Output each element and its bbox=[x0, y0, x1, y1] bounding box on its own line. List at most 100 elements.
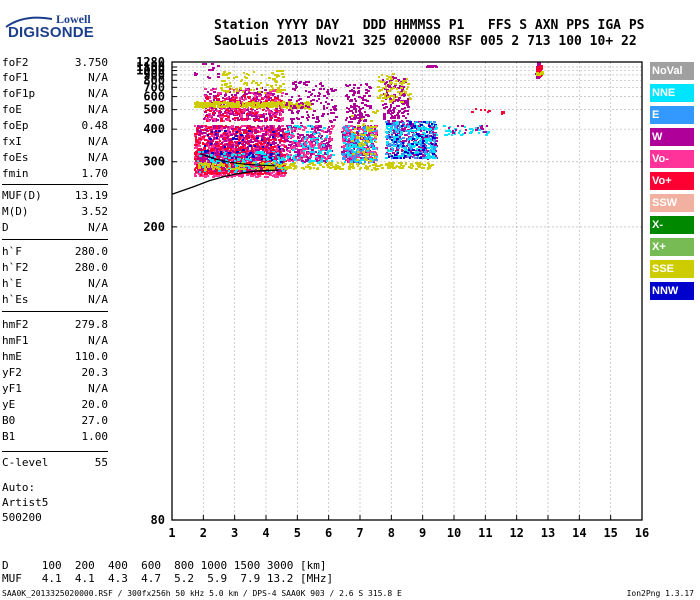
echo-point bbox=[289, 141, 292, 143]
echo-point bbox=[363, 127, 366, 129]
echo-point bbox=[326, 164, 329, 166]
echo-point bbox=[281, 102, 283, 104]
echo-point bbox=[427, 167, 430, 169]
echo-point bbox=[267, 96, 270, 98]
echo-point bbox=[279, 148, 281, 150]
echo-point bbox=[342, 134, 345, 136]
echo-point bbox=[271, 112, 274, 114]
echo-point bbox=[286, 102, 288, 104]
echo-point bbox=[248, 162, 251, 164]
echo-point bbox=[208, 127, 210, 129]
echo-point bbox=[248, 130, 251, 132]
echo-point bbox=[197, 158, 199, 160]
echo-point bbox=[229, 88, 232, 90]
echo-point bbox=[210, 133, 213, 135]
echo-point bbox=[206, 150, 209, 152]
echo-point bbox=[213, 138, 215, 140]
echo-point bbox=[308, 166, 311, 168]
echo-point bbox=[299, 81, 302, 83]
echo-point bbox=[387, 167, 390, 169]
echo-point bbox=[219, 106, 222, 108]
echo-point bbox=[302, 162, 304, 164]
echo-point bbox=[211, 148, 214, 150]
echo-point bbox=[288, 101, 291, 103]
echo-point bbox=[284, 133, 287, 135]
echo-point bbox=[255, 173, 258, 175]
echo-point bbox=[234, 94, 237, 96]
echo-point bbox=[325, 158, 328, 160]
echo-point bbox=[239, 97, 241, 99]
echo-point bbox=[264, 176, 267, 178]
echo-point bbox=[230, 171, 233, 173]
echo-point bbox=[316, 159, 318, 161]
echo-point bbox=[212, 168, 215, 170]
echo-point bbox=[359, 152, 362, 154]
echo-point bbox=[280, 109, 282, 111]
echo-point bbox=[199, 155, 202, 157]
echo-point bbox=[225, 133, 228, 135]
echo-point bbox=[230, 104, 233, 106]
echo-point bbox=[328, 126, 330, 128]
echo-point bbox=[260, 128, 263, 130]
echo-point bbox=[326, 91, 329, 93]
param-key: h`F bbox=[2, 245, 22, 258]
echo-point bbox=[280, 114, 282, 116]
echo-point bbox=[226, 86, 229, 88]
echo-point bbox=[266, 129, 268, 131]
echo-point bbox=[274, 115, 276, 117]
param-value: N/A bbox=[88, 382, 108, 395]
param-row: h`F 280.0 bbox=[2, 245, 108, 259]
autoscaling-info: Auto: Artist5 500200 bbox=[2, 480, 48, 525]
echo-point bbox=[252, 141, 254, 143]
echo-point bbox=[195, 162, 198, 164]
echo-point bbox=[205, 110, 207, 112]
echo-point bbox=[323, 145, 325, 147]
echo-point bbox=[219, 140, 221, 142]
echo-point bbox=[365, 134, 368, 136]
echo-point bbox=[198, 173, 200, 175]
echo-point bbox=[200, 106, 202, 108]
echo-point bbox=[302, 148, 305, 150]
echo-point bbox=[311, 162, 314, 164]
echo-point bbox=[245, 147, 248, 149]
echo-point bbox=[296, 105, 299, 107]
echo-point bbox=[315, 140, 318, 142]
echo-point bbox=[220, 153, 223, 155]
echo-point bbox=[246, 82, 248, 84]
echo-point bbox=[216, 129, 219, 131]
echo-point bbox=[317, 95, 320, 97]
param-key: D bbox=[2, 221, 9, 234]
echo-point bbox=[281, 89, 283, 91]
echo-point bbox=[295, 159, 297, 161]
echo-point bbox=[257, 149, 260, 151]
echo-point bbox=[202, 103, 205, 105]
echo-point bbox=[277, 152, 279, 154]
echo-point bbox=[316, 118, 319, 120]
legend-entry: X- bbox=[650, 216, 694, 234]
echo-point bbox=[240, 111, 243, 113]
echo-point bbox=[216, 167, 219, 169]
echo-point bbox=[233, 77, 235, 79]
echo-point bbox=[308, 91, 311, 93]
echo-point bbox=[292, 107, 295, 109]
echo-point bbox=[258, 91, 261, 93]
echo-point bbox=[344, 161, 346, 163]
echo-point bbox=[215, 151, 218, 153]
echo-point bbox=[213, 126, 216, 128]
echo-point bbox=[385, 163, 388, 165]
echo-point bbox=[280, 161, 283, 163]
echo-point bbox=[280, 175, 282, 177]
echo-point bbox=[234, 175, 236, 177]
echo-point bbox=[218, 170, 221, 172]
echo-point bbox=[254, 171, 256, 173]
echo-point bbox=[228, 152, 231, 154]
echo-point bbox=[210, 140, 213, 142]
echo-point bbox=[392, 162, 395, 164]
echo-point bbox=[327, 103, 330, 105]
echo-point bbox=[231, 125, 234, 127]
echo-point bbox=[280, 120, 282, 122]
echo-point bbox=[268, 173, 270, 175]
echo-point bbox=[261, 130, 264, 132]
echo-point bbox=[243, 72, 245, 74]
echo-point bbox=[246, 84, 248, 86]
